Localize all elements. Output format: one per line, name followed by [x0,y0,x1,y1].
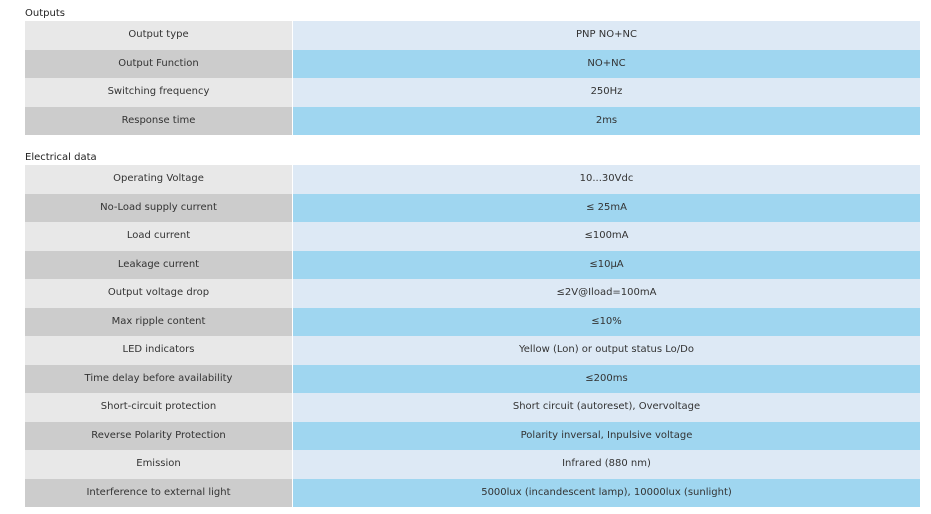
spec-label: Response time [25,106,293,135]
spec-label: Output type [25,21,293,50]
spec-value: ≤ 25mA [293,193,920,222]
table-row: Switching frequency 250Hz [25,78,920,107]
table-row: Output voltage drop ≤2V@Iload=100mA [25,279,920,308]
table-row: Leakage current ≤10μA [25,250,920,279]
spec-value: 5000lux (incandescent lamp), 10000lux (s… [293,478,920,507]
outputs-table: Output type PNP NO+NC Output Function NO… [25,21,920,135]
spec-value: ≤200ms [293,364,920,393]
table-row: Short-circuit protection Short circuit (… [25,393,920,422]
spec-value: 2ms [293,106,920,135]
spec-label: Interference to external light [25,478,293,507]
spec-label: No-Load supply current [25,193,293,222]
spec-label: Load current [25,222,293,251]
spec-value: ≤10% [293,307,920,336]
table-row: Operating Voltage 10...30Vdc [25,165,920,194]
spec-label: Switching frequency [25,78,293,107]
spec-label: Max ripple content [25,307,293,336]
spec-value: Yellow (Lon) or output status Lo/Do [293,336,920,365]
table-row: LED indicators Yellow (Lon) or output st… [25,336,920,365]
spec-value: ≤2V@Iload=100mA [293,279,920,308]
table-row: Reverse Polarity Protection Polarity inv… [25,421,920,450]
spec-label: Leakage current [25,250,293,279]
spec-value: Short circuit (autoreset), Overvoltage [293,393,920,422]
spec-value: PNP NO+NC [293,21,920,50]
table-row: Response time 2ms [25,106,920,135]
spec-label: Output Function [25,49,293,78]
spec-label: LED indicators [25,336,293,365]
spec-label: Operating Voltage [25,165,293,194]
spec-label: Reverse Polarity Protection [25,421,293,450]
spec-value: NO+NC [293,49,920,78]
spec-value: 10...30Vdc [293,165,920,194]
table-row: No-Load supply current ≤ 25mA [25,193,920,222]
table-row: Output Function NO+NC [25,49,920,78]
spec-label: Short-circuit protection [25,393,293,422]
table-row: Time delay before availability ≤200ms [25,364,920,393]
spec-value: ≤10μA [293,250,920,279]
section-title-electrical-data: Electrical data [25,152,97,163]
spec-value: 250Hz [293,78,920,107]
table-row: Output type PNP NO+NC [25,21,920,50]
table-row: Interference to external light 5000lux (… [25,478,920,507]
table-row: Max ripple content ≤10% [25,307,920,336]
electrical-data-table: Operating Voltage 10...30Vdc No-Load sup… [25,165,920,507]
spec-label: Output voltage drop [25,279,293,308]
table-row: Emission Infrared (880 nm) [25,450,920,479]
spec-value: ≤100mA [293,222,920,251]
spec-label: Time delay before availability [25,364,293,393]
spec-label: Emission [25,450,293,479]
spec-value: Infrared (880 nm) [293,450,920,479]
spec-value: Polarity inversal, Inpulsive voltage [293,421,920,450]
table-row: Load current ≤100mA [25,222,920,251]
section-title-outputs: Outputs [25,8,65,19]
